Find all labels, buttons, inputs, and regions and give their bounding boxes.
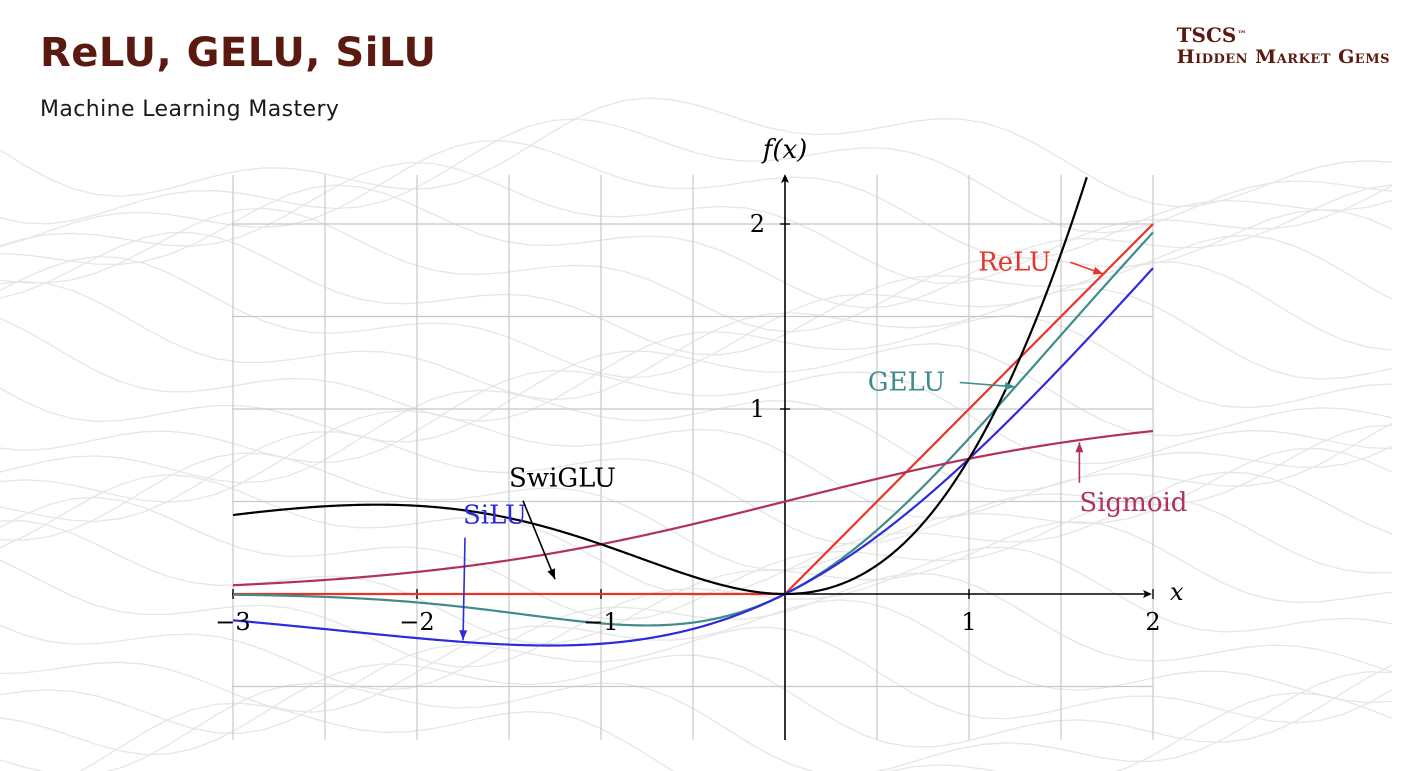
annotation-silu: SiLU — [463, 501, 527, 531]
x-tick-label: −2 — [399, 608, 434, 636]
series-line-silu — [232, 267, 1154, 647]
annotation-relu: ReLU — [978, 247, 1051, 277]
y-axis-arrow — [781, 174, 789, 183]
annotation-arrowhead-silu — [459, 630, 468, 641]
page-subtitle: Machine Learning Mastery — [40, 97, 340, 122]
brand-name: TSCS — [1176, 23, 1237, 47]
x-tick-label: −3 — [215, 608, 250, 636]
annotation-arrow-silu — [462, 537, 466, 641]
annotation-arrowhead-gelu — [1004, 382, 1015, 391]
y-tick-label: 1 — [750, 395, 765, 423]
x-tick-label: 1 — [961, 608, 976, 636]
annotation-arrowhead-sigmoid — [1075, 442, 1084, 453]
series-line-swiglu — [232, 176, 1088, 596]
annotation-swiglu: SwiGLU — [509, 464, 616, 494]
annotation-arrowhead-relu — [1092, 266, 1104, 275]
series-line-sigmoid — [232, 429, 1154, 587]
annotation-arrowhead-swiglu — [547, 568, 555, 580]
x-tick-label: 2 — [1145, 608, 1160, 636]
brand-tagline: Hidden Market Gems — [1176, 46, 1390, 68]
page-title: ReLU, GELU, SiLU — [40, 30, 437, 76]
x-axis-label: x — [1170, 578, 1184, 606]
x-tick-label: −1 — [583, 608, 618, 636]
chart-series — [232, 176, 1154, 647]
annotation-arrow-swiglu — [522, 500, 556, 580]
x-axis-arrow — [1143, 590, 1152, 598]
chart-grid — [232, 175, 1154, 740]
series-line-relu — [233, 223, 1154, 596]
annotation-gelu: GELU — [868, 368, 946, 398]
brand-logo: TSCS™ Hidden Market Gems — [1177, 24, 1390, 68]
y-axis-label: f(x) — [761, 135, 808, 165]
brand-trademark: ™ — [1237, 30, 1247, 40]
annotation-sigmoid: Sigmoid — [1079, 488, 1187, 518]
y-tick-label: 2 — [750, 210, 765, 238]
